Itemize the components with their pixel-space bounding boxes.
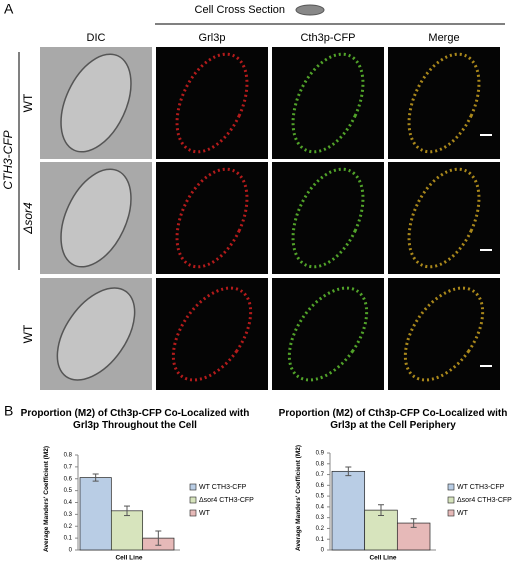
x-axis-label: Cell Line bbox=[369, 555, 396, 562]
column-header: DIC bbox=[87, 32, 106, 44]
panel-label: A bbox=[4, 1, 14, 17]
group-label: CTH3-CFP bbox=[1, 130, 15, 189]
column-header: Cth3p-CFP bbox=[300, 32, 355, 44]
column-header: Grl3p bbox=[199, 32, 226, 44]
cell-fluorescence bbox=[407, 167, 481, 269]
bar bbox=[331, 470, 366, 551]
cell-fluorescence bbox=[403, 286, 485, 382]
legend-swatch bbox=[189, 509, 197, 517]
cell-outline bbox=[56, 287, 136, 381]
y-axis-label: Average Manders' Coefficient (M2) bbox=[43, 445, 50, 552]
y-tick-label: 0.5 bbox=[64, 488, 73, 494]
y-tick-label: 0.1 bbox=[64, 536, 73, 542]
cell-fluorescence bbox=[171, 286, 253, 382]
cell-outline bbox=[60, 168, 132, 268]
y-tick-label: 0.7 bbox=[316, 472, 325, 478]
y-tick-label: 0.7 bbox=[64, 464, 73, 470]
legend-swatch bbox=[447, 509, 455, 517]
chart-title: Proportion (M2) of Cth3p-CFP Co-Localize… bbox=[20, 408, 250, 431]
legend-swatch bbox=[189, 496, 197, 504]
cell-fluorescence bbox=[175, 52, 249, 154]
micrograph bbox=[388, 278, 500, 390]
bar bbox=[110, 510, 144, 551]
x-axis-label: Cell Line bbox=[115, 555, 142, 562]
micrograph bbox=[156, 278, 268, 390]
y-tick-label: 0.1 bbox=[316, 537, 325, 543]
y-tick-label: 0.6 bbox=[64, 476, 73, 482]
y-tick-label: 0.2 bbox=[316, 526, 325, 532]
micrograph bbox=[272, 162, 384, 274]
chart-title: Proportion (M2) of Cth3p-CFP Co-Localize… bbox=[278, 408, 508, 431]
y-tick-label: 0.9 bbox=[316, 451, 325, 457]
y-tick-label: 0.2 bbox=[64, 524, 73, 530]
cell-fluorescence bbox=[291, 167, 365, 269]
legend-label: Δsor4 CTH3-CFP bbox=[199, 497, 254, 504]
micrograph bbox=[388, 162, 500, 274]
y-tick-label: 0.8 bbox=[316, 461, 325, 467]
y-tick-label: 0.8 bbox=[64, 453, 73, 459]
cell-fluorescence bbox=[291, 52, 365, 154]
micrograph bbox=[156, 47, 268, 159]
legend-label: WT CTH3-CFP bbox=[457, 484, 505, 491]
legend-swatch bbox=[447, 496, 455, 504]
legend-label: WT bbox=[199, 510, 211, 517]
cell-outline bbox=[60, 53, 132, 153]
y-tick-label: 0 bbox=[69, 548, 73, 554]
micrograph bbox=[388, 47, 500, 159]
legend-swatch bbox=[189, 483, 197, 491]
y-tick-label: 0.4 bbox=[64, 500, 73, 506]
y-tick-label: 0.5 bbox=[316, 494, 325, 500]
bar bbox=[79, 477, 112, 551]
cell-fluorescence bbox=[407, 52, 481, 154]
y-axis-label: Average Manders' Coefficient (M2) bbox=[295, 444, 302, 551]
y-tick-label: 0.3 bbox=[64, 512, 73, 518]
legend-swatch bbox=[447, 483, 455, 491]
legend-label: WT bbox=[457, 510, 469, 517]
micrograph bbox=[156, 162, 268, 274]
panel-label: B bbox=[4, 403, 13, 419]
legend-label: WT CTH3-CFP bbox=[199, 484, 247, 491]
cross-section-icon bbox=[295, 4, 325, 16]
legend-label: Δsor4 CTH3-CFP bbox=[457, 497, 512, 504]
y-tick-label: 0.3 bbox=[316, 515, 325, 521]
y-tick-label: 0.6 bbox=[316, 483, 325, 489]
micrograph bbox=[272, 278, 384, 390]
micrograph bbox=[272, 47, 384, 159]
section-header: Cell Cross Section bbox=[195, 4, 285, 16]
cell-fluorescence bbox=[287, 286, 369, 382]
row-label: WT bbox=[21, 324, 35, 343]
column-header: Merge bbox=[428, 32, 459, 44]
bar bbox=[364, 509, 398, 551]
y-tick-label: 0 bbox=[321, 548, 325, 554]
row-label: Δsor4 bbox=[21, 202, 35, 235]
cell-fluorescence bbox=[175, 167, 249, 269]
row-label: WT bbox=[21, 93, 35, 112]
y-tick-label: 0.4 bbox=[316, 504, 325, 510]
